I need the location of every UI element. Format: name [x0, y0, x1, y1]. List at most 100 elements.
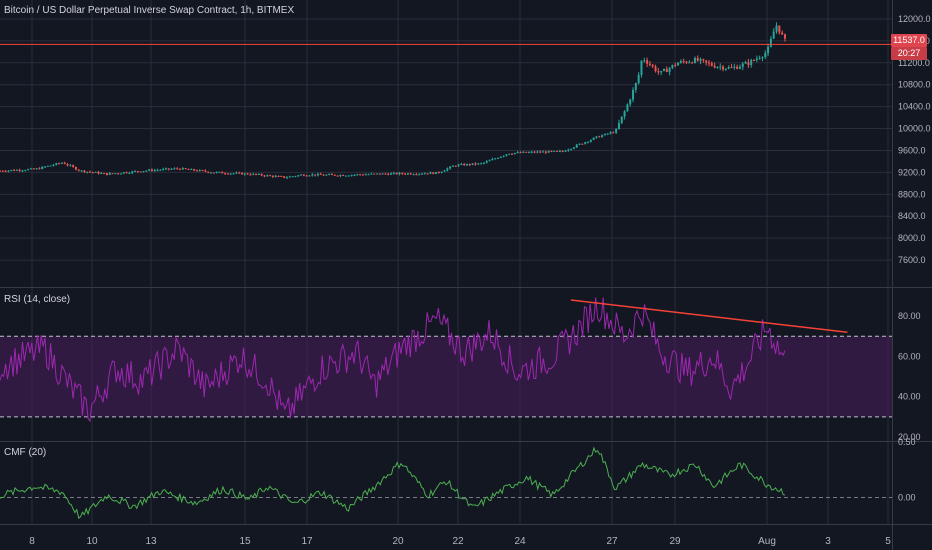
candle-body: [46, 165, 49, 167]
price-tick-label: 8800.0: [898, 189, 926, 199]
candle-body: [750, 60, 753, 66]
candle-body: [246, 173, 249, 175]
candle-body: [496, 157, 499, 159]
candle-body: [547, 150, 550, 153]
candle-body: [662, 69, 665, 71]
candle-body: [629, 99, 632, 105]
candle-body: [668, 68, 671, 73]
rsi-pane[interactable]: [0, 297, 892, 423]
candle-body: [229, 173, 232, 175]
candle-body: [215, 172, 218, 174]
candle-body: [395, 172, 398, 175]
candle-body: [376, 173, 379, 175]
cmf-pane[interactable]: [0, 446, 892, 520]
price-pane[interactable]: [0, 22, 892, 179]
candle-body: [193, 169, 196, 171]
candle-body: [103, 173, 106, 175]
candle-body: [4, 171, 7, 173]
candle-body: [719, 66, 722, 68]
candle-body: [561, 150, 564, 152]
candle-body: [660, 70, 663, 73]
time-tick-label: 13: [145, 536, 157, 547]
candle-body: [235, 172, 238, 174]
candle-body: [601, 135, 604, 138]
candle-body: [688, 62, 691, 64]
candle-body: [125, 172, 128, 174]
candle-body: [153, 170, 156, 172]
candle-body: [485, 161, 488, 163]
candle-body: [727, 67, 730, 69]
candle-body: [494, 158, 497, 160]
rsi-tick-label: 80.00: [898, 311, 921, 321]
time-tick-label: 15: [239, 536, 251, 547]
rsi-line: [0, 297, 786, 423]
candle-body: [255, 173, 258, 175]
candle-body: [190, 169, 193, 171]
candle-body: [63, 162, 66, 165]
candle-body: [722, 66, 725, 70]
candle-body: [435, 172, 438, 174]
candle-body: [651, 64, 654, 67]
candle-body: [477, 163, 480, 165]
candle-body: [283, 176, 286, 178]
candle-body: [646, 60, 649, 64]
candle-body: [136, 171, 139, 173]
candle-body: [733, 66, 736, 68]
candle-body: [682, 61, 685, 63]
candle-body: [781, 32, 784, 35]
candle-body: [679, 61, 682, 63]
candle-body: [761, 57, 764, 59]
candle-body: [702, 59, 705, 61]
candle-body: [300, 174, 303, 176]
time-tick-label: 5: [885, 536, 891, 547]
price-tick-label: 9200.0: [898, 167, 926, 177]
candle-body: [736, 66, 739, 69]
candle-body: [558, 150, 561, 152]
candle-body: [27, 169, 30, 171]
candle-body: [634, 83, 637, 90]
candle-body: [542, 151, 545, 153]
price-tick-label: 8000.0: [898, 233, 926, 243]
candle-body: [179, 168, 182, 170]
candle-body: [322, 174, 325, 176]
candle-body: [184, 168, 187, 170]
candle-body: [89, 171, 92, 173]
time-tick-label: 24: [514, 536, 526, 547]
candle-body: [550, 150, 553, 152]
candle-body: [632, 89, 635, 100]
price-tick-label: 12000.0: [898, 14, 931, 24]
candle-body: [522, 151, 525, 153]
cmf-line: [0, 446, 786, 520]
candle-body: [339, 175, 342, 177]
candle-body: [167, 168, 170, 170]
candle-body: [24, 170, 27, 172]
candle-body: [266, 175, 269, 177]
candle-body: [378, 173, 381, 175]
candle-body: [263, 175, 266, 177]
candle-body: [305, 175, 308, 177]
candle-body: [139, 171, 142, 173]
candle-body: [564, 150, 567, 152]
candle-body: [421, 173, 424, 175]
candle-body: [437, 172, 440, 174]
candle-body: [21, 170, 24, 172]
candle-body: [207, 171, 210, 173]
price-tick-label: 10000.0: [898, 124, 931, 134]
candle-body: [111, 173, 114, 175]
candle-body: [592, 137, 595, 140]
candle-body: [570, 148, 573, 150]
candle-body: [350, 174, 353, 176]
candle-body: [482, 162, 485, 164]
candle-body: [401, 172, 404, 174]
candle-body: [392, 172, 395, 174]
time-tick-label: Aug: [758, 536, 776, 547]
time-tick-label: 10: [86, 536, 98, 547]
candle-body: [539, 151, 542, 153]
candle-body: [696, 57, 699, 61]
price-tick-label: 10800.0: [898, 80, 931, 90]
candle-body: [769, 38, 772, 47]
candle-body: [415, 174, 418, 176]
candle-body: [525, 151, 528, 153]
